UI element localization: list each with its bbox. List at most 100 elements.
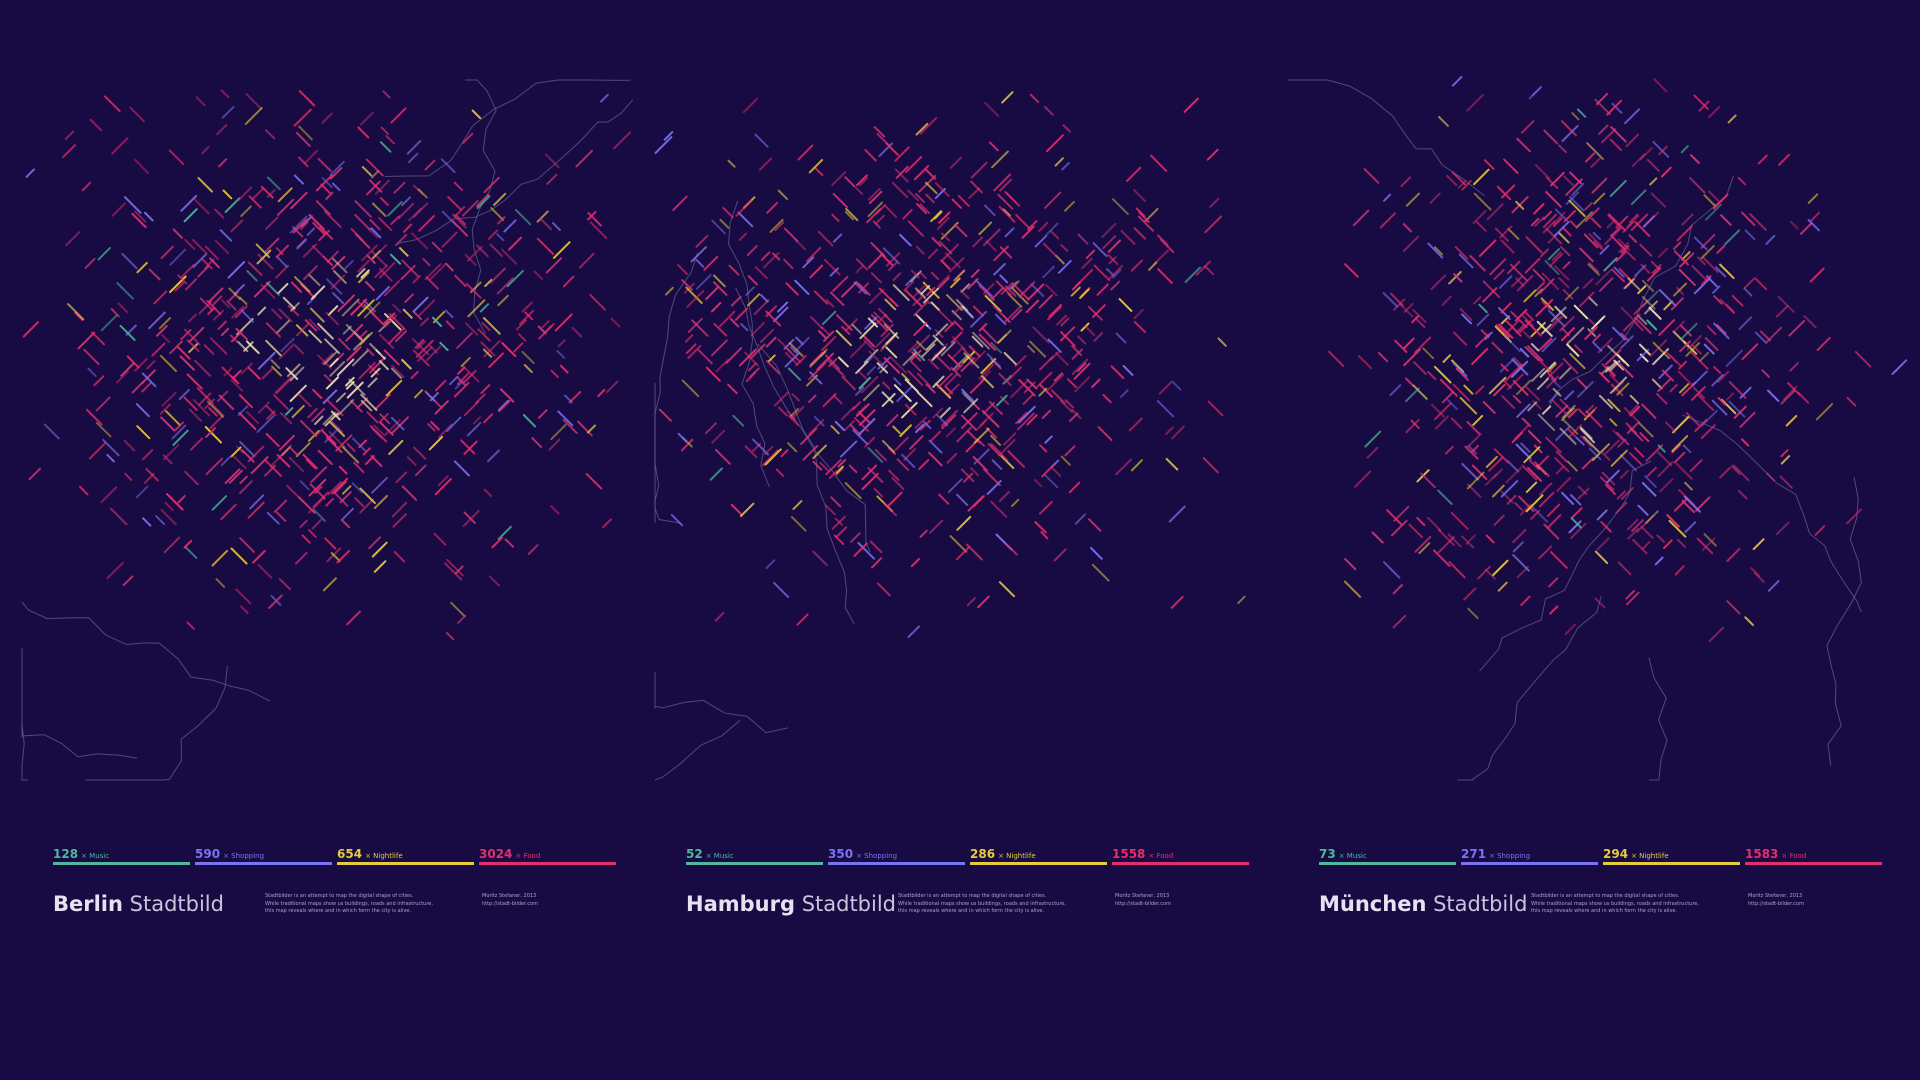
hatch [390, 416, 405, 431]
hatch [1671, 435, 1689, 452]
hatch [308, 430, 320, 442]
hatch [307, 273, 321, 287]
hatch [1466, 420, 1481, 435]
hatch [913, 322, 928, 337]
hatch [371, 541, 388, 558]
hatch [322, 411, 336, 426]
hatch [1585, 152, 1596, 163]
hatch [950, 331, 963, 344]
hatch [1639, 243, 1653, 257]
hatch [813, 290, 829, 305]
hatch [1057, 259, 1072, 274]
hatch [1743, 277, 1755, 290]
hatch [169, 340, 183, 355]
hatch [1577, 487, 1590, 500]
hatch [1657, 444, 1666, 453]
hatch [880, 323, 894, 338]
hatch [928, 439, 943, 454]
hatch [849, 424, 862, 436]
hatch [575, 149, 593, 168]
hatch [214, 208, 225, 219]
hatch [1489, 258, 1507, 276]
hatch [963, 472, 974, 483]
hatch [1434, 415, 1449, 430]
hatch [124, 472, 133, 481]
hatch [359, 487, 376, 505]
hatch [855, 404, 867, 416]
hatch [463, 511, 476, 524]
hatch [1641, 403, 1657, 419]
hatch [454, 274, 467, 287]
hatch [889, 355, 908, 374]
hatch [1528, 85, 1543, 100]
hatch [765, 559, 776, 570]
hatch [481, 322, 491, 331]
hatch [1525, 236, 1543, 254]
hatch [1445, 445, 1454, 455]
hatch [1618, 243, 1636, 261]
hatch [329, 421, 346, 437]
hatch [1623, 407, 1639, 422]
hatch [1413, 336, 1432, 354]
stat-value: 1558 [1112, 847, 1146, 861]
hatch [1439, 378, 1458, 397]
hatch [1405, 387, 1420, 403]
hatch [944, 373, 959, 387]
stat-bar [1112, 862, 1249, 865]
stat-label: × Shopping [223, 852, 265, 860]
hatch [1038, 294, 1053, 309]
hatch [120, 362, 135, 377]
hatch [1546, 375, 1559, 389]
hatch [1552, 211, 1566, 225]
hatch [956, 426, 972, 443]
hatch [454, 565, 464, 575]
credit-line: http://stadt-bilder.com [1115, 900, 1171, 907]
hatch [392, 303, 402, 314]
hatch [953, 305, 963, 315]
hatch [1542, 210, 1553, 221]
hatch [589, 294, 606, 311]
hatch [1064, 445, 1076, 457]
hatch [161, 391, 177, 407]
hatch [360, 399, 373, 412]
hatch [1584, 207, 1600, 223]
hatch [711, 219, 726, 235]
hatch [882, 247, 901, 265]
hatch [970, 269, 980, 278]
hatch [795, 355, 807, 367]
hatch [863, 339, 876, 352]
hatch [462, 132, 474, 144]
hatch [1074, 513, 1086, 525]
hatch [287, 305, 300, 317]
hatch [881, 391, 894, 404]
hatch [271, 365, 282, 377]
hatch [695, 234, 709, 248]
hatch [1379, 212, 1396, 229]
hatch [830, 496, 842, 508]
hatch [497, 525, 512, 540]
hatch [1535, 281, 1546, 292]
hatch [1645, 510, 1659, 524]
hatch [904, 378, 919, 393]
hatch [750, 343, 766, 359]
hatch [365, 158, 384, 177]
hatch [1623, 313, 1641, 332]
hatch [1656, 534, 1665, 543]
hatch [378, 360, 389, 371]
hatch [1077, 233, 1089, 245]
hatch [1545, 227, 1563, 245]
hatch [1541, 337, 1557, 353]
hatch [998, 438, 1016, 457]
hatch [1018, 379, 1036, 397]
hatch [557, 410, 574, 427]
hatch [1473, 296, 1482, 305]
hatch [74, 311, 84, 321]
city-name: München [1319, 892, 1427, 916]
hatch [709, 467, 723, 481]
hatch [685, 343, 697, 355]
hatch [814, 167, 824, 177]
hatch [665, 286, 674, 296]
hatch [585, 472, 603, 490]
hatch [324, 427, 340, 443]
hatch [945, 427, 956, 438]
